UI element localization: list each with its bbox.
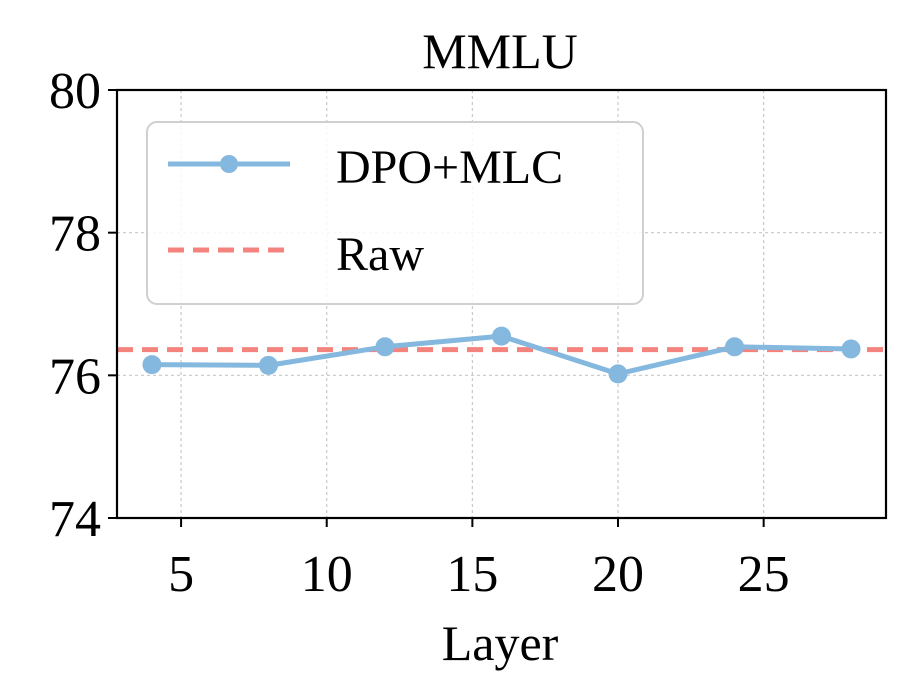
x-tick-label: 5 xyxy=(168,546,194,603)
x-tick-label: 20 xyxy=(592,546,644,603)
data-point xyxy=(375,337,395,357)
y-tick-label: 80 xyxy=(49,63,101,120)
legend: DPO+MLC Raw xyxy=(146,121,644,305)
plot-frame xyxy=(115,88,888,520)
data-point xyxy=(258,355,278,375)
data-point xyxy=(725,337,745,357)
chart-title: MMLU xyxy=(422,23,578,79)
data-point xyxy=(608,364,628,384)
data-point xyxy=(841,339,861,359)
x-axis-label: Layer xyxy=(442,615,559,671)
y-tick-label: 74 xyxy=(49,491,101,548)
x-tick-label: 10 xyxy=(301,546,353,603)
y-axis-ticks: 74 76 78 80 xyxy=(49,63,117,548)
legend-box xyxy=(146,121,644,305)
series-layer xyxy=(142,326,861,384)
x-tick-label: 25 xyxy=(738,546,790,603)
y-tick-label: 76 xyxy=(49,348,101,405)
legend-label-raw: Raw xyxy=(336,228,424,281)
legend-marker-dpo-mlc xyxy=(220,155,238,173)
x-axis-ticks: 5 10 15 20 25 xyxy=(168,518,790,603)
legend-label-dpo-mlc: DPO+MLC xyxy=(336,141,563,194)
y-tick-label: 78 xyxy=(49,206,101,263)
x-tick-label: 15 xyxy=(446,546,498,603)
data-point xyxy=(142,355,162,375)
data-point xyxy=(492,326,511,346)
